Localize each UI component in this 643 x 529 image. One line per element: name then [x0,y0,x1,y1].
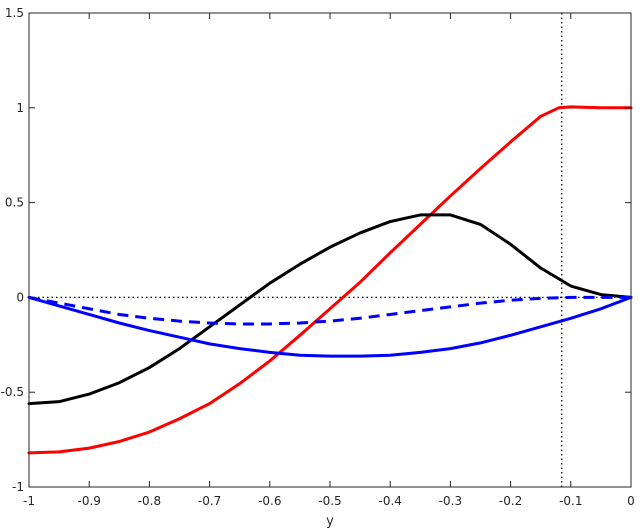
series-line-2 [27,213,633,406]
x-tick-label: -0.1 [559,494,582,508]
y-tick-label: 1.5 [5,6,24,20]
y-tick-label: 0 [16,290,24,304]
reference-lines [29,13,631,487]
x-tick-label: -0.5 [318,494,341,508]
y-tick-label: 1 [16,101,24,115]
x-tick-label: -0.8 [138,494,161,508]
series-lines [27,105,633,455]
y-tick-label: -1 [12,480,24,494]
y-tick-label: -0.5 [1,385,24,399]
x-tick-label: -0.4 [378,494,401,508]
series-line-4 [28,295,631,326]
series-line-1 [27,105,633,455]
x-tick-label: -1 [23,494,35,508]
plot-area [29,13,631,487]
x-axis-title: y [326,514,334,529]
x-tick-label: -0.6 [258,494,281,508]
x-tick-label: -0.7 [198,494,221,508]
x-tick-label: -0.2 [499,494,522,508]
x-axis-ticks: -1 -0.9 -0.8 -0.7 -0.6 -0.5 -0.4 -0.3 -0.2 -0.1 0 [23,13,635,508]
y-axis-ticks: -1 -0.5 0 0.5 1 1.5 [1,6,631,494]
series-line-3 [27,295,633,358]
x-tick-label: -0.9 [77,494,100,508]
x-tick-label: 0 [627,494,635,508]
x-tick-label: -0.3 [439,494,462,508]
y-tick-label: 0.5 [5,196,24,210]
